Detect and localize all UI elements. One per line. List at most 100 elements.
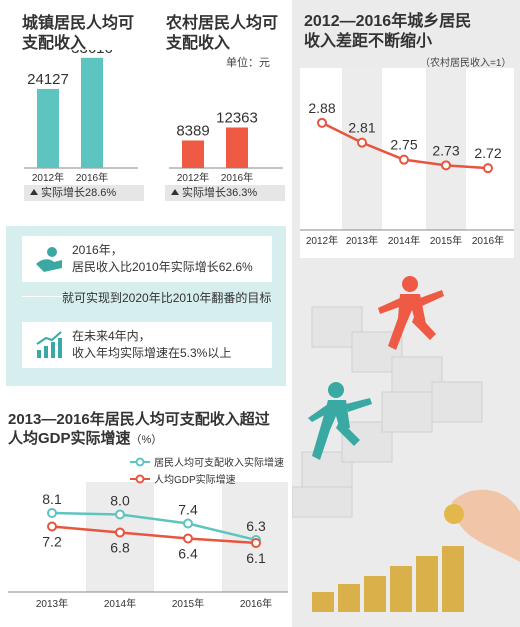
divider-right	[250, 296, 272, 297]
ratio-value-label: 2.72	[474, 145, 501, 161]
growth-point	[115, 509, 125, 520]
ratio-title-line2: 收入差距不断缩小	[304, 33, 433, 50]
growth-value-label: 6.1	[246, 550, 266, 566]
info-line1: 2016年，	[72, 243, 123, 257]
ratio-point	[357, 137, 367, 148]
info-line2: 居民收入比2010年实际增长62.6%	[72, 260, 253, 274]
ratio-x-tick-label: 2013年	[346, 234, 378, 247]
rural-title-line2: 支配收入	[166, 35, 231, 52]
growth-point	[251, 538, 261, 548]
up-triangle-icon	[171, 189, 179, 195]
rural-unit: 单位：元	[226, 57, 270, 69]
column-stripe	[426, 68, 466, 230]
legend-marker	[135, 474, 145, 484]
bar-category-label: 2012年	[177, 171, 209, 184]
ratio-x-tick-label: 2014年	[388, 234, 420, 247]
urban-bar-chart: 24127 2012年 33616 2016年	[24, 50, 138, 184]
growth-title-line2: 人均GDP实际增速	[8, 430, 131, 447]
legend-marker	[135, 457, 145, 467]
stairs-illustration	[292, 276, 520, 612]
urban-growth-badge: 实际增长28.6%	[24, 185, 144, 201]
growth-value-label: 8.0	[110, 493, 130, 509]
teal-runner-figure	[308, 382, 372, 460]
hand-money-icon	[36, 247, 62, 272]
urban-growth-text: 实际增长28.6%	[41, 187, 117, 199]
growth-title-line1: 2013—2016年居民人均可支配收入超过	[8, 411, 270, 428]
growth-point	[115, 527, 125, 538]
growth-point	[47, 508, 57, 518]
ratio-point	[399, 154, 409, 165]
growth-value-label: 6.4	[178, 546, 198, 562]
info-text-bottom: 在未来4年内， 收入年均实际增速在5.3%以上	[72, 328, 231, 362]
info-card-top: 2016年， 居民收入比2010年实际增长62.6%	[22, 236, 272, 282]
growth-series-line	[51, 525, 257, 545]
growth-x-tick-label: 2013年	[36, 597, 68, 610]
up-triangle-icon	[30, 189, 38, 195]
ratio-value-label: 2.81	[348, 120, 375, 136]
ratio-point	[441, 160, 451, 171]
growth-value-label: 7.4	[178, 502, 198, 518]
growth-point	[183, 533, 193, 544]
bar	[81, 57, 103, 168]
coin-icon	[444, 504, 464, 524]
bar	[37, 88, 59, 168]
growth-x-tick-label: 2014年	[104, 597, 136, 610]
bar-value-label: 33616	[71, 50, 113, 57]
growth-point	[183, 518, 193, 529]
ratio-x-tick-label: 2016年	[472, 234, 504, 247]
bar	[226, 127, 248, 168]
rural-title: 农村居民人均可 支配收入	[166, 14, 278, 54]
ratio-title: 2012—2016年城乡居民 收入差距不断缩小	[304, 12, 471, 52]
urban-title: 城镇居民人均可 支配收入	[22, 14, 134, 54]
ratio-note: （农村居民收入=1）	[420, 58, 512, 69]
growth-x-tick-label: 2015年	[172, 597, 204, 610]
bar	[182, 140, 204, 168]
rural-title-line1: 农村居民人均可	[166, 15, 279, 32]
rural-growth-badge: 实际增长36.3%	[165, 185, 285, 201]
stair-block	[381, 391, 433, 433]
growth-value-label: 6.3	[246, 518, 266, 534]
bar-category-label: 2016年	[76, 171, 108, 184]
growth-value-label: 6.8	[110, 540, 130, 556]
ratio-x-tick-label: 2012年	[306, 234, 338, 247]
bar-value-label: 24127	[27, 71, 69, 88]
ratio-point	[317, 117, 327, 128]
growth-point	[47, 521, 57, 532]
legend-label: 人均GDP实际增速	[154, 473, 236, 486]
ratio-point	[483, 163, 493, 174]
urban-title-line2: 支配收入	[22, 35, 87, 52]
growth-title: 2013—2016年居民人均可支配收入超过 人均GDP实际增速（%）	[8, 410, 270, 450]
growth-chart-icon	[36, 331, 62, 358]
legend-label: 居民人均可支配收入实际增速	[154, 456, 284, 469]
growth-x-tick-label: 2016年	[240, 597, 272, 610]
hand-icon	[452, 489, 520, 562]
info-middle-text: 就可实现到2020年比2010年翻番的目标	[62, 291, 272, 305]
stair-block	[431, 381, 483, 423]
bar-category-label: 2016年	[221, 171, 253, 184]
ratio-value-label: 2.75	[390, 137, 417, 153]
ratio-x-tick-label: 2015年	[430, 234, 462, 247]
growth-series-line	[51, 511, 257, 542]
bar-value-label: 12363	[216, 109, 258, 126]
rural-bar-chart: 8389 2012年 12363 2016年	[169, 109, 283, 184]
coin-stacks	[312, 546, 464, 612]
growth-value-label: 8.1	[42, 491, 62, 507]
info-line4: 收入年均实际增速在5.3%以上	[72, 346, 232, 360]
ratio-value-label: 2.73	[432, 142, 459, 158]
info-line3: 在未来4年内，	[72, 329, 151, 343]
bar-value-label: 8389	[176, 123, 209, 140]
rural-growth-text: 实际增长36.3%	[182, 187, 258, 199]
ratio-title-line1: 2012—2016年城乡居民	[304, 13, 472, 30]
growth-title-unit: （%）	[130, 434, 163, 446]
bar-category-label: 2012年	[32, 171, 64, 184]
stair-block	[292, 486, 353, 518]
urban-title-line1: 城镇居民人均可	[22, 15, 135, 32]
red-runner-figure	[378, 276, 444, 350]
ratio-value-label: 2.88	[308, 100, 335, 116]
divider-left	[22, 296, 62, 297]
info-text-top: 2016年， 居民收入比2010年实际增长62.6%	[72, 242, 253, 276]
info-card-bottom: 在未来4年内， 收入年均实际增速在5.3%以上	[22, 322, 272, 368]
ratio-line-chart: 2.88 2.81 2.75 2.73 2.72 2012年 2013年 2014年 2015年…	[300, 68, 514, 258]
growth-value-label: 7.2	[42, 534, 62, 550]
